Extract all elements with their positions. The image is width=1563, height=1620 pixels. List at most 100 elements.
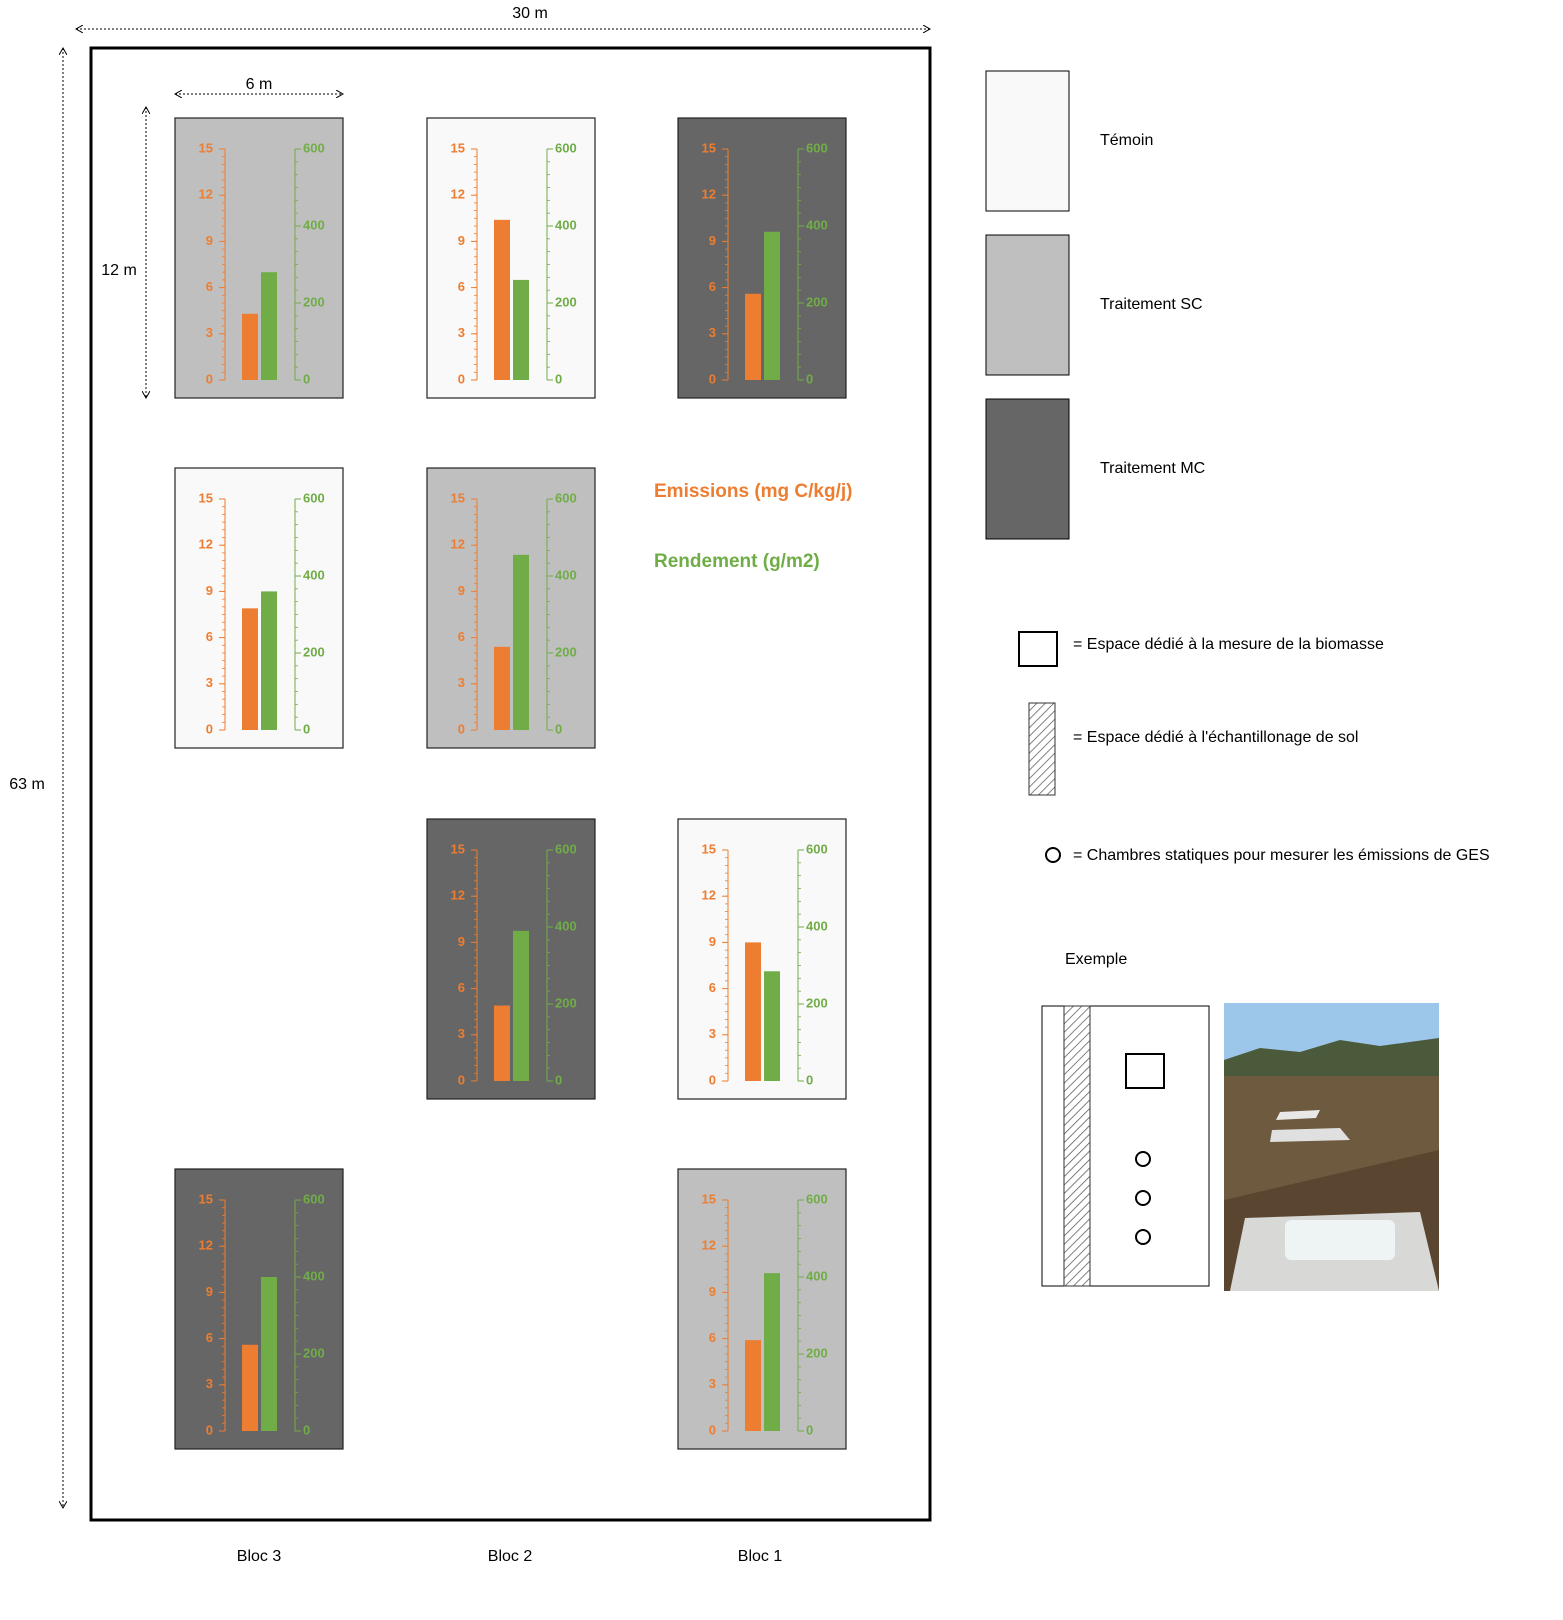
bar	[261, 272, 277, 380]
tick-label: 0	[206, 371, 213, 386]
tick-label: 400	[303, 217, 325, 232]
tick-label: 0	[458, 721, 465, 736]
tick-label: 200	[303, 644, 325, 659]
tick-label: 15	[451, 490, 465, 505]
treatment-swatch	[985, 70, 1070, 212]
tick-label: 15	[451, 140, 465, 155]
tick-label: 400	[555, 567, 577, 582]
bar	[513, 930, 529, 1081]
tick-label: 15	[702, 140, 716, 155]
tick-label: 3	[206, 325, 213, 340]
plot	[426, 467, 596, 749]
tick-label: 600	[806, 1191, 828, 1206]
tick-label: 400	[303, 567, 325, 582]
tick-label: 0	[709, 371, 716, 386]
tick-label: 600	[555, 490, 577, 505]
tick-label: 12	[451, 187, 465, 202]
example-chamber	[1135, 1151, 1151, 1167]
legend-label: Rendement (g/m2)	[654, 551, 820, 572]
tick-label: 6	[206, 279, 213, 294]
tick-label: 0	[303, 371, 310, 386]
tick-label: 9	[709, 934, 716, 949]
bar	[745, 942, 761, 1081]
field-border	[89, 46, 932, 1522]
bar	[513, 279, 529, 380]
plot	[677, 818, 847, 1100]
tick-label: 15	[702, 1191, 716, 1206]
tick-label: 0	[709, 1422, 716, 1437]
bar	[494, 646, 510, 730]
tick-label: 3	[709, 325, 716, 340]
bar	[494, 219, 510, 380]
tick-label: 200	[806, 1345, 828, 1360]
dimension-label: 12 m	[101, 262, 137, 279]
tick-label: 3	[458, 325, 465, 340]
tick-label: 6	[206, 1330, 213, 1345]
dimension-label: 30 m	[512, 5, 548, 22]
tick-label: 600	[303, 140, 325, 155]
plot	[677, 1168, 847, 1450]
tick-label: 12	[702, 187, 716, 202]
plot	[426, 818, 596, 1100]
treatment-label: Traitement SC	[1100, 296, 1203, 313]
bar	[764, 971, 780, 1081]
bar	[261, 591, 277, 730]
tick-label: 15	[199, 140, 213, 155]
tick-label: 600	[806, 841, 828, 856]
tick-label: 3	[458, 675, 465, 690]
bar	[242, 313, 258, 380]
tick-label: 600	[303, 490, 325, 505]
tick-label: 6	[458, 629, 465, 644]
tick-label: 400	[555, 217, 577, 232]
tick-label: 9	[709, 233, 716, 248]
plot	[174, 1168, 344, 1450]
plot	[174, 117, 344, 399]
tick-label: 3	[206, 675, 213, 690]
tick-label: 3	[206, 1376, 213, 1391]
tick-label: 9	[458, 583, 465, 598]
tick-label: 0	[555, 371, 562, 386]
block-label: Bloc 1	[738, 1548, 783, 1565]
tick-label: 6	[709, 279, 716, 294]
bar	[242, 1344, 258, 1431]
tick-label: 0	[458, 1072, 465, 1087]
tick-label: 3	[458, 1026, 465, 1041]
plot	[677, 117, 847, 399]
bar	[513, 554, 529, 730]
tick-label: 200	[303, 294, 325, 309]
symbol-label: = Espace dédié à la mesure de la biomass…	[1073, 636, 1384, 653]
treatment-label: Témoin	[1100, 132, 1153, 149]
tick-label: 400	[555, 918, 577, 933]
tick-label: 0	[555, 721, 562, 736]
example-photo	[1224, 1003, 1439, 1291]
tick-label: 0	[709, 1072, 716, 1087]
treatment-swatch	[985, 234, 1070, 376]
tick-label: 200	[806, 995, 828, 1010]
symbol-label: = Espace dédié à l'échantillonage de sol	[1073, 729, 1358, 746]
tick-label: 400	[303, 1268, 325, 1283]
tick-label: 0	[458, 371, 465, 386]
tick-label: 3	[709, 1026, 716, 1041]
treatment-swatch	[985, 398, 1070, 540]
tick-label: 12	[451, 537, 465, 552]
bar	[745, 1340, 761, 1431]
tick-label: 12	[199, 1238, 213, 1253]
tick-label: 0	[206, 721, 213, 736]
tick-label: 0	[806, 371, 813, 386]
tick-label: 200	[555, 294, 577, 309]
tick-label: 12	[199, 537, 213, 552]
tick-label: 12	[702, 888, 716, 903]
tick-label: 6	[709, 980, 716, 995]
plot	[426, 117, 596, 399]
tick-label: 3	[709, 1376, 716, 1391]
tick-label: 15	[199, 1191, 213, 1206]
tick-label: 9	[709, 1284, 716, 1299]
tick-label: 0	[555, 1072, 562, 1087]
tick-label: 200	[806, 294, 828, 309]
tick-label: 6	[206, 629, 213, 644]
tick-label: 0	[806, 1072, 813, 1087]
tick-label: 6	[458, 279, 465, 294]
tick-label: 600	[555, 140, 577, 155]
tick-label: 9	[206, 1284, 213, 1299]
